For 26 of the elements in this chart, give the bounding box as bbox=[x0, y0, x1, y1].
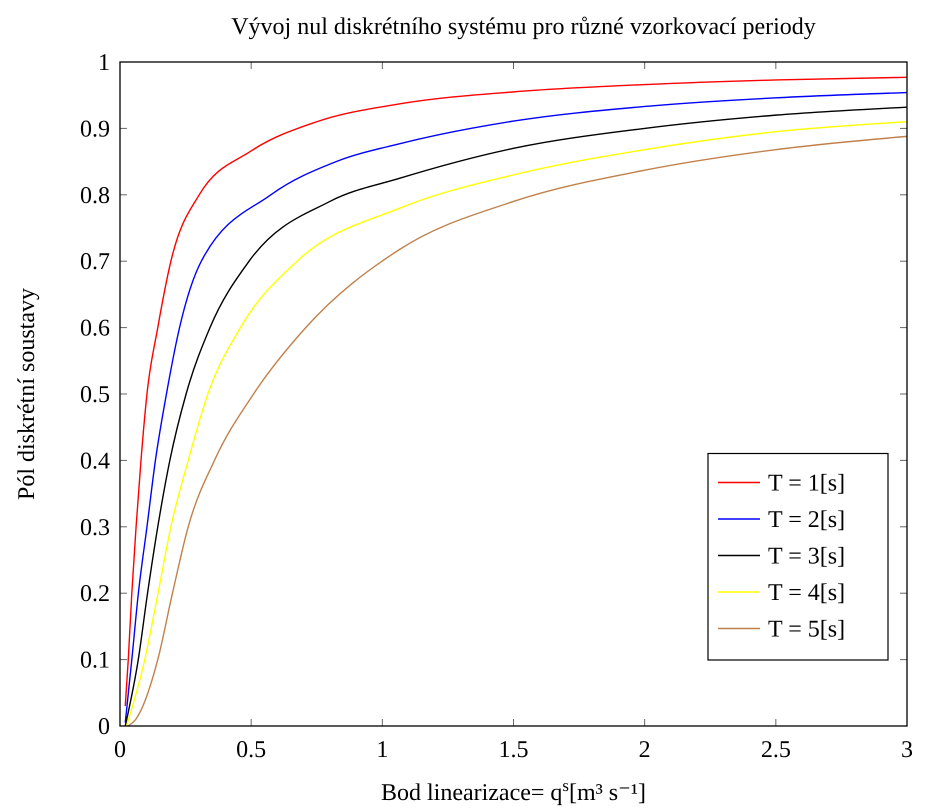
x-tick-label: 0.5 bbox=[236, 737, 266, 763]
y-tick-label: 0 bbox=[98, 714, 110, 740]
chart-title: Vývoj nul diskrétního systému pro různé vzorkovací periody bbox=[231, 14, 816, 40]
x-tick-label: 1 bbox=[376, 737, 388, 763]
y-tick-label: 1 bbox=[98, 50, 110, 76]
legend-label: T = 4[s] bbox=[768, 580, 846, 606]
y-tick-label: 0.5 bbox=[80, 382, 110, 408]
legend-label: T = 3[s] bbox=[768, 544, 846, 570]
y-tick-label: 0.2 bbox=[80, 581, 110, 608]
legend-label: T = 5[s] bbox=[768, 616, 846, 642]
x-tick-label: 3 bbox=[901, 737, 913, 763]
y-axis-title: Pól diskrétní soustavy bbox=[14, 288, 40, 500]
y-tick-label: 0.7 bbox=[80, 249, 110, 276]
y-tick-label: 0.1 bbox=[80, 648, 110, 674]
y-tick-label: 0.8 bbox=[80, 182, 110, 209]
legend-label: T = 2[s] bbox=[768, 507, 846, 533]
y-tick-label: 0.9 bbox=[80, 116, 110, 142]
x-tick-label: 1.5 bbox=[498, 737, 528, 763]
y-tick-label: 0.6 bbox=[80, 316, 110, 342]
y-tick-label: 0.4 bbox=[80, 448, 110, 474]
x-tick-label: 0 bbox=[114, 737, 126, 763]
y-tick-label: 0.3 bbox=[80, 514, 110, 541]
x-axis-title: Bod linearizace= q$^{s}$[m³ s⁻¹] bbox=[380, 776, 646, 806]
x-tick-label: 2 bbox=[638, 737, 651, 763]
x-tick-label: 2.5 bbox=[760, 737, 791, 763]
legend-label: T = 1[s] bbox=[768, 470, 846, 496]
